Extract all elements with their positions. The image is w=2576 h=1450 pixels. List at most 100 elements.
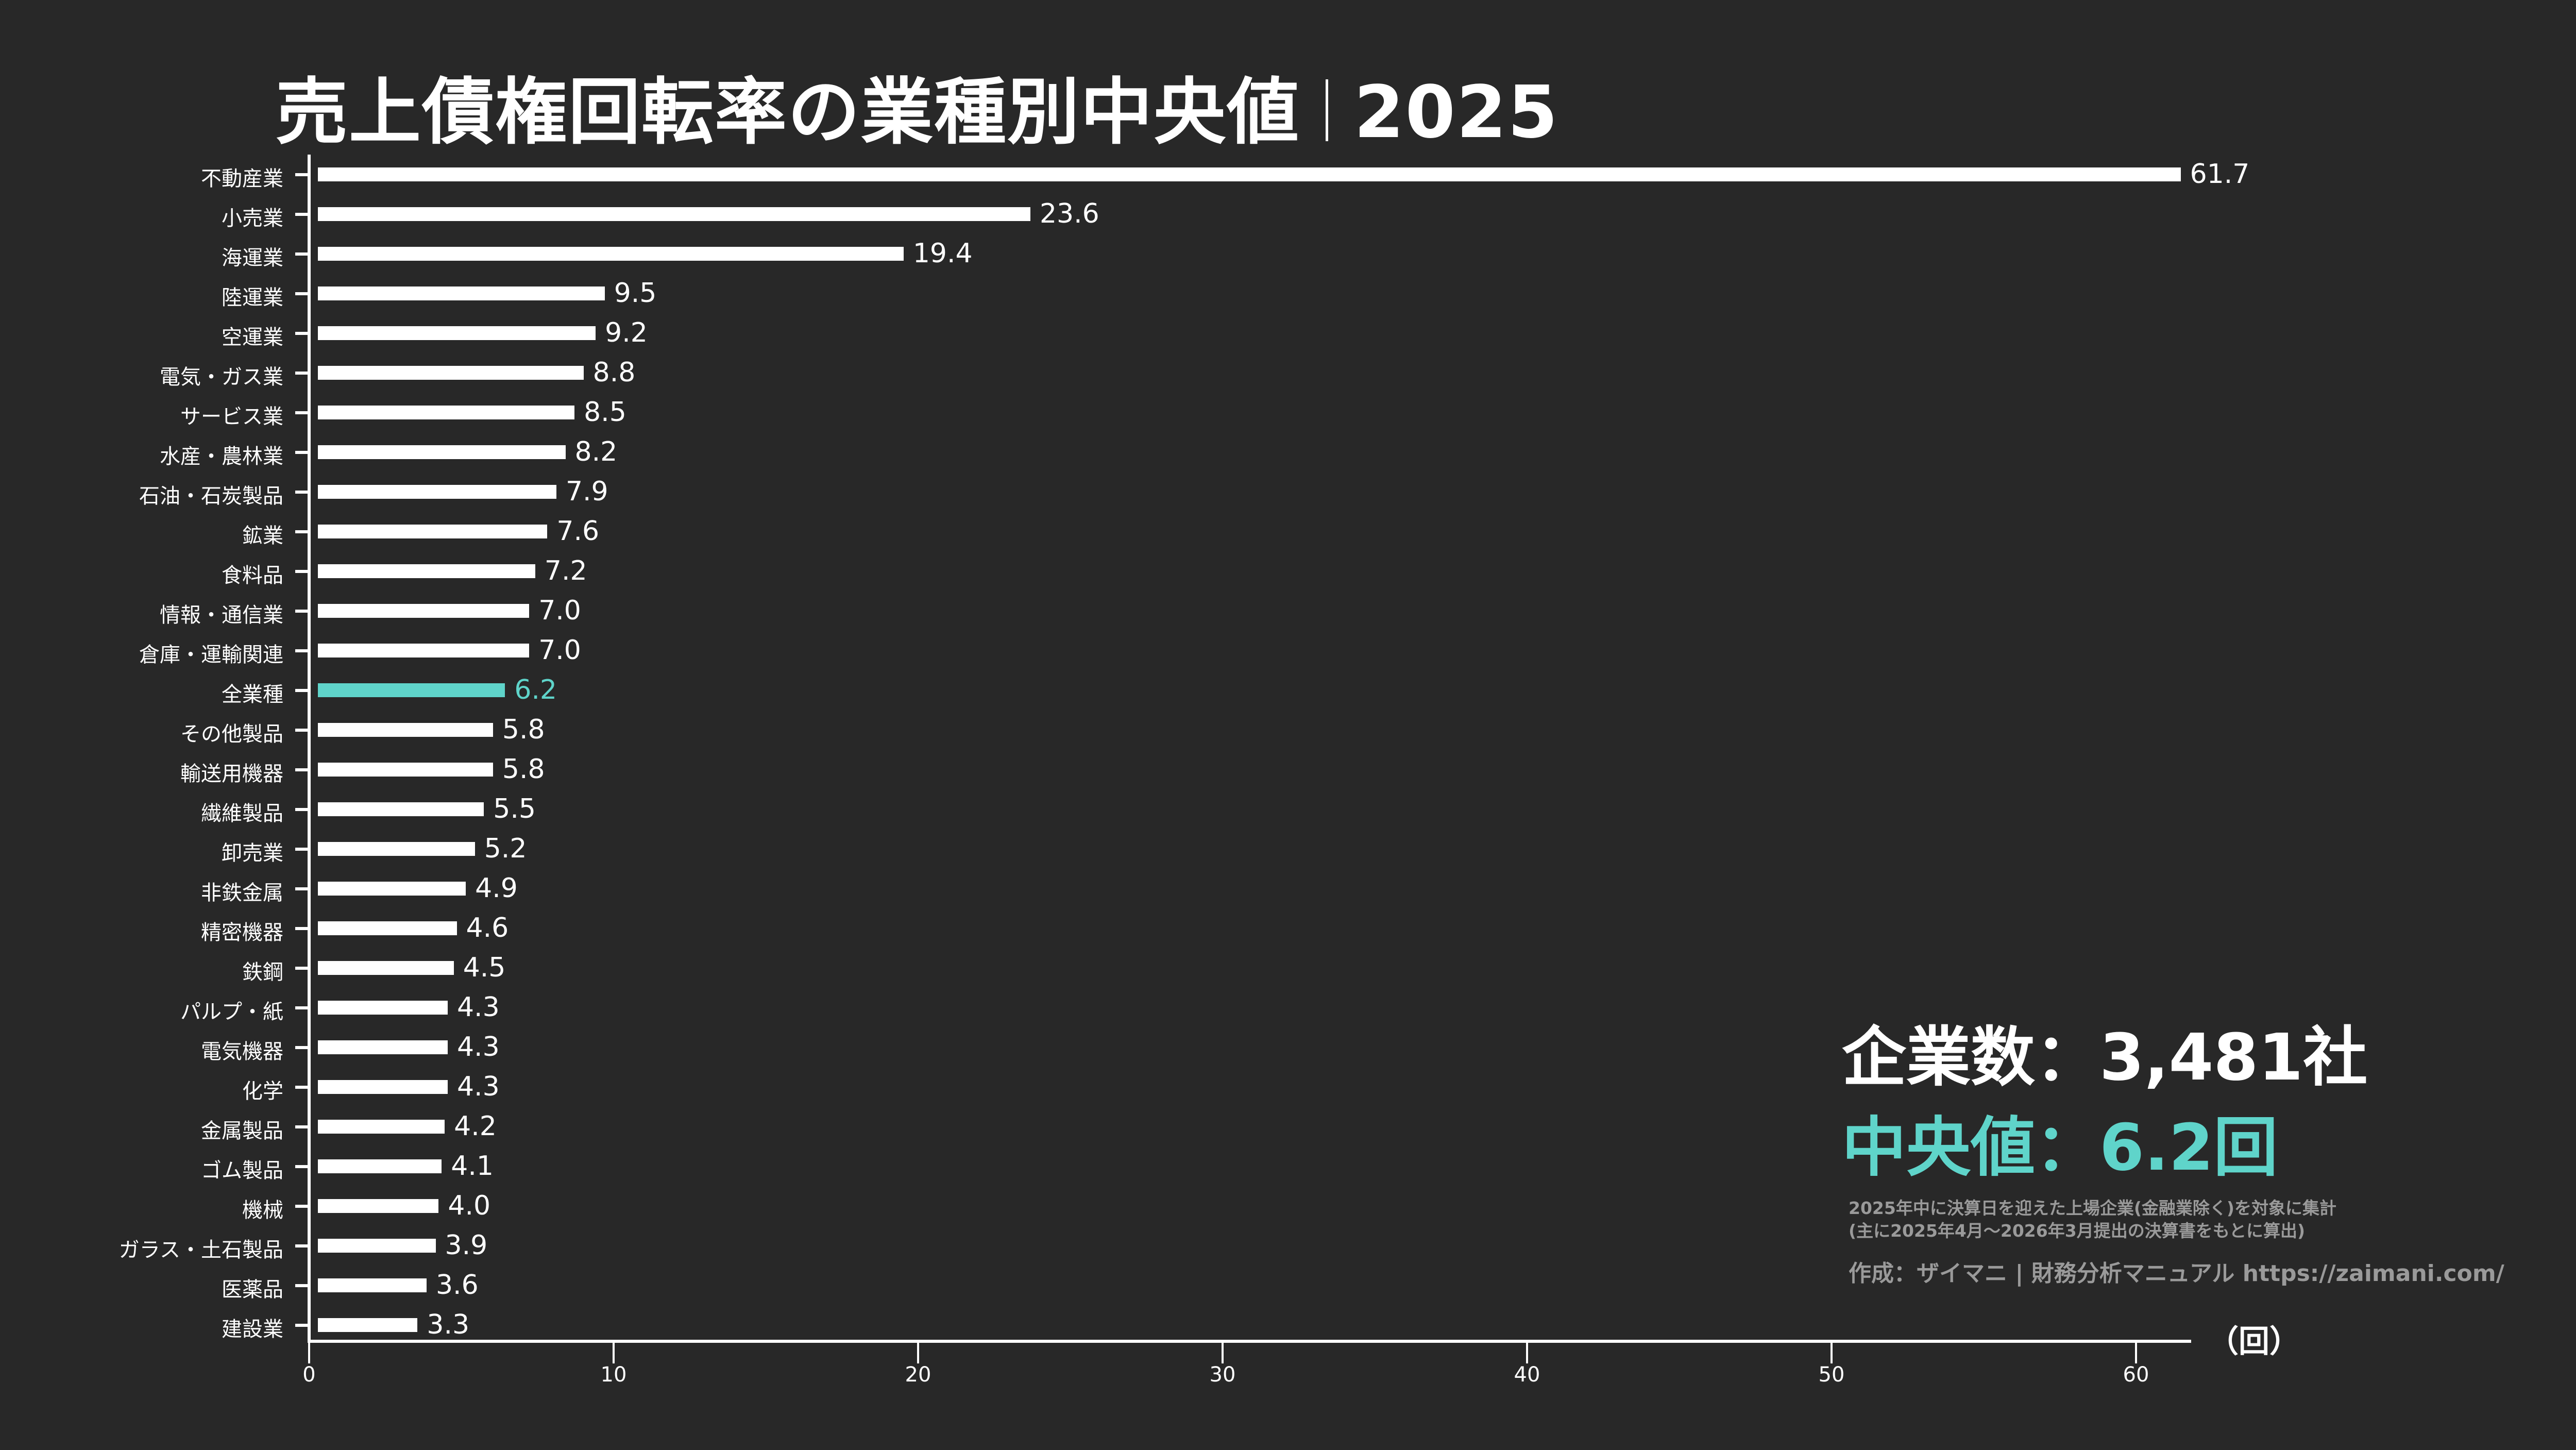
y-tick [295, 1165, 308, 1168]
bar [318, 1080, 448, 1094]
value-label: 4.5 [463, 952, 506, 983]
y-tick [295, 213, 308, 216]
bar-row: 全業種 6.2 [0, 670, 2576, 710]
value-label: 8.5 [584, 397, 626, 428]
category-label: 卸売業 [222, 841, 283, 865]
bar [318, 286, 605, 300]
category-label: サービス業 [180, 405, 283, 429]
category-label: 鉄鋼 [242, 960, 283, 984]
median-stat: 中央値：6.2回 [1842, 1110, 2278, 1185]
bar-row: 建設業 3.3 [0, 1305, 2576, 1345]
y-tick [295, 1324, 308, 1327]
value-label: 6.2 [514, 675, 557, 705]
bar-row: 医薬品 3.6 [0, 1266, 2576, 1305]
x-tick-label: 0 [302, 1363, 316, 1387]
bar-row: 海運業 19.4 [0, 234, 2576, 274]
bar [318, 485, 556, 499]
x-tick [1831, 1343, 1833, 1363]
category-label: 医薬品 [222, 1278, 283, 1302]
bar-row: 石油・石炭製品 7.9 [0, 472, 2576, 512]
bar [318, 882, 466, 896]
bar-row: 繊維製品 5.5 [0, 789, 2576, 829]
bar [318, 604, 530, 618]
value-label: 61.7 [2190, 159, 2250, 190]
category-label: 海運業 [222, 246, 283, 270]
y-tick [295, 649, 308, 652]
y-tick [295, 927, 308, 930]
credit-text: 作成：ザイマニ | 財務分析マニュアル https://zaimani.com/ [1849, 1260, 2504, 1287]
bar-row: 機械 4.0 [0, 1186, 2576, 1226]
value-label: 7.2 [544, 555, 587, 586]
bar-row: ゴム製品 4.1 [0, 1146, 2576, 1186]
bar-row: 輸送用機器 5.8 [0, 750, 2576, 789]
x-tick-label: 20 [905, 1363, 931, 1387]
bar-row: 不動産業 61.7 [0, 155, 2576, 194]
bar-row: 金属製品 4.2 [0, 1107, 2576, 1146]
x-tick [917, 1343, 919, 1363]
company-count-stat: 企業数：3,481社 [1842, 1020, 2368, 1095]
category-label: 化学 [242, 1080, 283, 1103]
y-tick [295, 570, 308, 573]
category-label: 陸運業 [222, 286, 283, 310]
y-tick [295, 491, 308, 494]
y-tick [295, 411, 308, 414]
value-label: 4.0 [448, 1190, 491, 1221]
note-line-1: 2025年中に決算日を迎えた上場企業(金融業除く)を対象に集計 [1849, 1198, 2337, 1218]
value-label: 7.0 [538, 595, 581, 626]
y-tick [295, 848, 308, 851]
y-tick [295, 887, 308, 890]
bar [318, 167, 2181, 181]
bar [318, 525, 548, 538]
bar [318, 1159, 442, 1173]
x-tick [1526, 1343, 1528, 1363]
value-label: 8.8 [592, 357, 636, 388]
value-label: 7.9 [565, 476, 608, 507]
title-separator [1326, 79, 1329, 141]
bar-row: 卸売業 5.2 [0, 829, 2576, 869]
bar [318, 1120, 445, 1134]
bar [318, 406, 575, 419]
y-tick [295, 1284, 308, 1287]
value-label: 3.6 [435, 1270, 479, 1301]
category-label: パルプ・紙 [180, 1000, 283, 1024]
y-tick [295, 173, 308, 176]
category-label: 鉱業 [242, 524, 283, 548]
x-tick-label: 60 [2123, 1363, 2149, 1387]
value-label: 19.4 [912, 238, 973, 269]
bar [318, 247, 904, 261]
y-tick [295, 1125, 308, 1128]
page-title: 売上債権回転率の業種別中央値 2025 [276, 54, 1559, 158]
category-label: ゴム製品 [201, 1159, 283, 1183]
y-axis-line [308, 155, 311, 1343]
bar [318, 723, 493, 737]
bar-row: 化学 4.3 [0, 1067, 2576, 1107]
category-label: 非鉄金属 [201, 881, 283, 905]
bar-row: その他製品 5.8 [0, 710, 2576, 750]
x-axis-line [308, 1340, 2191, 1343]
bar-row: 鉱業 7.6 [0, 512, 2576, 551]
bar-row: 空運業 9.2 [0, 313, 2576, 353]
category-label: 輸送用機器 [180, 762, 283, 786]
x-tick [613, 1343, 615, 1363]
category-label: 建設業 [222, 1318, 283, 1341]
category-label: 情報・通信業 [160, 603, 283, 627]
value-label: 9.2 [605, 317, 648, 348]
bar-row: 精密機器 4.6 [0, 908, 2576, 948]
value-label: 23.6 [1039, 198, 1099, 229]
bar-row: 水産・農林業 8.2 [0, 432, 2576, 472]
bar [318, 1040, 448, 1054]
category-label: 繊維製品 [201, 802, 283, 825]
bar [318, 1318, 418, 1332]
bar-row: 電気・ガス業 8.8 [0, 353, 2576, 393]
y-tick [295, 689, 308, 692]
value-label: 3.9 [445, 1230, 488, 1261]
bar [318, 683, 505, 697]
y-tick [295, 252, 308, 256]
y-tick [295, 967, 308, 970]
y-tick [295, 451, 308, 454]
x-tick-label: 40 [1514, 1363, 1540, 1387]
bar [318, 644, 530, 657]
y-tick [295, 729, 308, 732]
bar-row: 非鉄金属 4.9 [0, 869, 2576, 908]
bar [318, 802, 484, 816]
